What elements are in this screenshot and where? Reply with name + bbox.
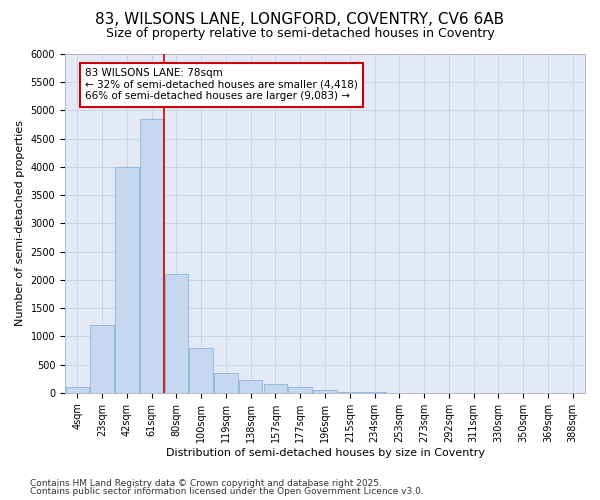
Bar [115,167,139,393]
Text: Contains HM Land Registry data © Crown copyright and database right 2025.: Contains HM Land Registry data © Crown c… [30,478,382,488]
Y-axis label: Number of semi-detached properties: Number of semi-detached properties [15,120,25,326]
Bar [338,392,362,393]
Bar [190,348,213,393]
Bar [214,373,238,393]
Bar [91,325,114,393]
Bar [313,390,337,393]
Bar [289,387,312,393]
Text: 83 WILSONS LANE: 78sqm
← 32% of semi-detached houses are smaller (4,418)
66% of : 83 WILSONS LANE: 78sqm ← 32% of semi-det… [85,68,358,102]
Text: 83, WILSONS LANE, LONGFORD, COVENTRY, CV6 6AB: 83, WILSONS LANE, LONGFORD, COVENTRY, CV… [95,12,505,28]
X-axis label: Distribution of semi-detached houses by size in Coventry: Distribution of semi-detached houses by … [166,448,485,458]
Bar [264,384,287,393]
Bar [65,387,89,393]
Bar [239,380,262,393]
Bar [164,274,188,393]
Text: Contains public sector information licensed under the Open Government Licence v3: Contains public sector information licen… [30,487,424,496]
Text: Size of property relative to semi-detached houses in Coventry: Size of property relative to semi-detach… [106,28,494,40]
Bar [140,119,163,393]
